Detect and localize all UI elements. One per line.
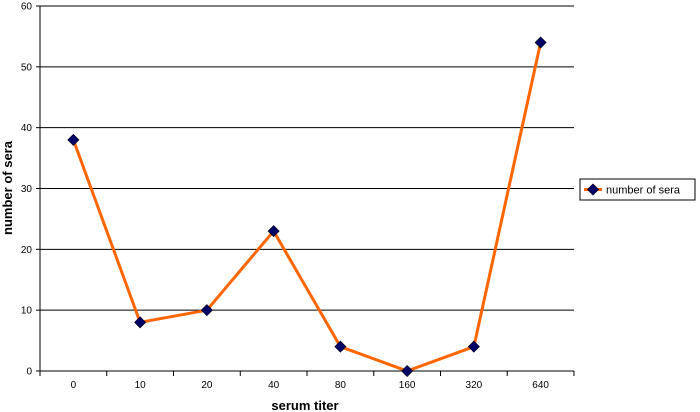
y-tick-label: 60 [21, 2, 33, 13]
data-point-marker [534, 36, 547, 49]
x-axis-title: serum titer [271, 398, 338, 412]
x-tick-label: 640 [532, 380, 549, 391]
y-tick-label: 0 [26, 367, 32, 378]
y-tick-label: 20 [21, 245, 33, 256]
gridlines [40, 5, 574, 311]
x-tick-label: 0 [71, 380, 77, 391]
series-layer [67, 36, 547, 378]
data-point-marker [267, 225, 280, 238]
legend-marker-swatch [586, 183, 600, 196]
y-tick-label: 30 [21, 184, 33, 195]
y-tick-label: 40 [21, 123, 33, 134]
y-axis-title: number of sera [0, 140, 15, 235]
legend-box [579, 178, 696, 201]
data-point-marker [401, 364, 414, 378]
series-line [71, 42, 543, 373]
data-point-marker [467, 340, 480, 353]
x-tick-label: 160 [399, 380, 416, 391]
x-tick-label: 320 [466, 380, 483, 391]
y-tick-label: 50 [21, 62, 33, 73]
legend: number of sera [579, 178, 696, 201]
data-point-marker [67, 133, 80, 146]
x-tick-label: 10 [135, 380, 147, 391]
x-tick-label: 20 [201, 380, 213, 391]
data-point-marker [200, 304, 213, 317]
x-axis-ticks: 0 10 20 40 80 160 320 640 [39, 371, 575, 391]
y-axis-ticks: 0 10 20 30 40 50 60 [21, 2, 40, 378]
x-tick-label: 40 [268, 380, 280, 391]
data-point-marker [134, 316, 147, 329]
y-tick-label: 10 [21, 306, 33, 317]
data-point-marker [334, 340, 347, 353]
legend-label: number of sera [606, 185, 681, 197]
x-tick-label: 80 [335, 380, 347, 391]
